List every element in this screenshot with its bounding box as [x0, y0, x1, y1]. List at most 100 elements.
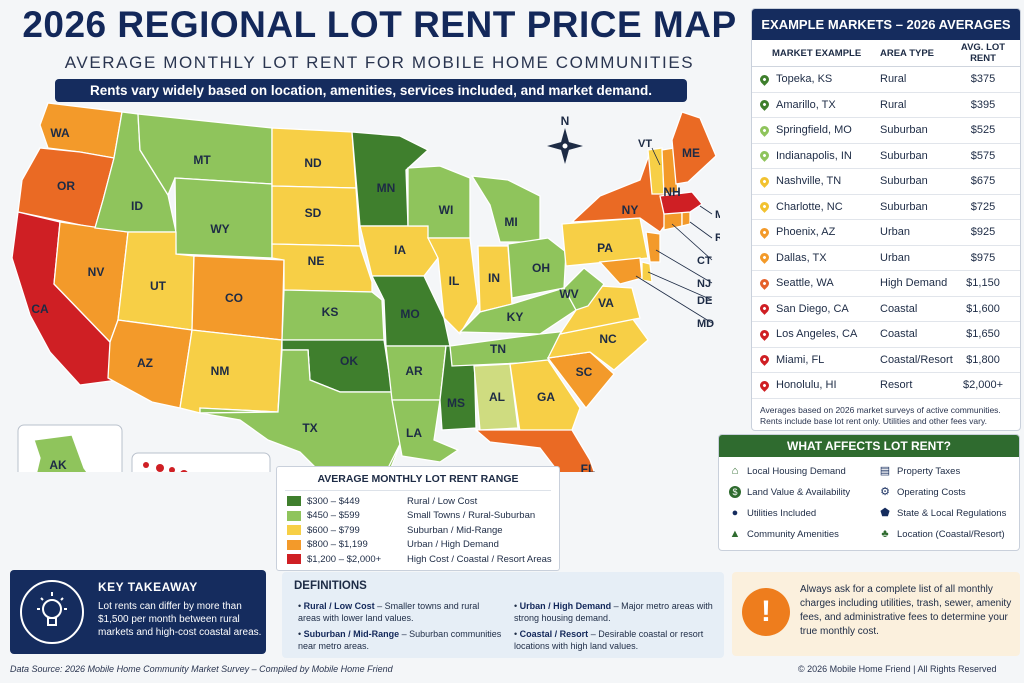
col-area: AREA TYPE	[880, 47, 935, 59]
definition-item: • Suburban / Mid-Range – Suburban commun…	[298, 629, 502, 651]
location-pin-icon	[758, 174, 771, 188]
key-takeaway-title: KEY TAKEAWAY	[98, 580, 198, 594]
affect-label: Property Taxes	[897, 465, 961, 477]
leader-lines	[635, 147, 713, 324]
state-nj[interactable]	[645, 231, 661, 263]
legend-range: $300 – $449	[307, 495, 360, 507]
market-row: Springfield, MO Suburban $525	[752, 118, 1020, 144]
label-nd: ND	[304, 156, 322, 170]
state-md[interactable]	[598, 257, 643, 285]
market-name: San Diego, CA	[776, 302, 849, 315]
state-de[interactable]	[641, 261, 653, 283]
label-ct: CT	[697, 255, 712, 267]
state-oh[interactable]	[507, 237, 567, 299]
market-row: Indianapolis, IN Suburban $575	[752, 144, 1020, 169]
label-fl: FL	[581, 462, 596, 472]
market-cell: Indianapolis, IN	[752, 149, 880, 163]
state-il[interactable]	[426, 237, 479, 336]
area-type: Coastal/Resort	[880, 353, 953, 366]
markets-note: Averages based on 2026 market surveys of…	[760, 404, 1001, 426]
definition-term: Rural / Low Cost	[303, 601, 375, 611]
market-row: Seattle, WA High Demand $1,150	[752, 271, 1020, 297]
area-type: Resort	[880, 379, 913, 392]
location-pin-icon	[758, 251, 771, 265]
affect-item: ▲ Community Amenities	[729, 528, 839, 540]
state-fl[interactable]	[474, 429, 606, 472]
label-vt: VT	[638, 138, 652, 150]
legend-item: $450 – $599 Small Towns / Rural-Suburban	[287, 509, 559, 524]
avg-rent: $395	[970, 98, 996, 111]
state-mi[interactable]	[470, 175, 541, 243]
area-type: Suburban	[880, 149, 928, 162]
affect-label: Utilities Included	[747, 507, 817, 519]
area-type: Suburban	[880, 124, 928, 137]
market-row: Honolulu, HI Resort $2,000+	[752, 373, 1020, 399]
legend-item: $300 – $449 Rural / Low Cost	[287, 494, 559, 509]
area-type: High Demand	[880, 277, 948, 290]
label-wv: WV	[559, 287, 578, 301]
label-nh: NH	[663, 185, 680, 199]
avg-rent: $975	[970, 251, 996, 264]
state-ma[interactable]	[659, 191, 703, 215]
map-legend: AVERAGE MONTHLY LOT RENT RANGE $300 – $4…	[276, 466, 560, 571]
state-ct[interactable]	[663, 211, 683, 231]
avg-rent: $1,150	[966, 277, 1000, 290]
state-nm[interactable]	[179, 329, 283, 414]
label-wa: WA	[50, 126, 70, 140]
tip-box: ! Always ask for a complete list of all …	[732, 572, 1020, 656]
label-nm: NM	[211, 364, 230, 378]
state-ks[interactable]	[281, 289, 385, 341]
markets-heading: EXAMPLE MARKETS – 2026 AVERAGES	[752, 9, 1020, 40]
market-row: Phoenix, AZ Urban $925	[752, 220, 1020, 246]
market-name: Miami, FL	[776, 353, 825, 366]
legend-desc: Suburban / Mid-Range	[407, 524, 503, 536]
state-me[interactable]	[671, 111, 717, 185]
market-name: Seattle, WA	[776, 277, 834, 290]
market-name: Nashville, TN	[776, 175, 842, 188]
key-takeaway-box: KEY TAKEAWAY Lot rents can differ by mor…	[10, 570, 266, 654]
label-la: LA	[406, 426, 422, 440]
avg-rent: $1,650	[966, 328, 1000, 341]
avg-rent: $1,600	[966, 302, 1000, 315]
state-ri[interactable]	[681, 211, 691, 227]
state-al[interactable]	[473, 363, 519, 431]
area-type: Urban	[880, 226, 910, 239]
market-cell: Phoenix, AZ	[752, 225, 880, 239]
affect-label: Local Housing Demand	[747, 465, 846, 477]
state-hi[interactable]	[143, 462, 220, 472]
markets-rows: Topeka, KS Rural $375 Amarillo, TX Rural $395…	[752, 67, 1020, 399]
market-name: Honolulu, HI	[776, 379, 837, 392]
location-pin-icon	[758, 200, 771, 214]
avg-rent: $675	[970, 175, 996, 188]
legend-swatch	[287, 525, 301, 536]
lightbulb-icon	[20, 580, 84, 644]
state-ne[interactable]	[271, 243, 373, 293]
droplet-icon: ●	[731, 507, 739, 519]
market-cell: Topeka, KS	[752, 72, 880, 86]
affect-item: ♣ Location (Coastal/Resort)	[879, 528, 1004, 540]
definition-term: Suburban / Mid-Range	[303, 629, 400, 639]
label-ny: NY	[622, 203, 639, 217]
state-ga[interactable]	[509, 359, 581, 433]
avg-rent: $375	[970, 73, 996, 86]
market-cell: Miami, FL	[752, 353, 880, 367]
label-mo: MO	[400, 307, 419, 321]
definition-item: • Urban / High Demand – Major metro area…	[514, 601, 713, 623]
label-tn: TN	[490, 342, 506, 356]
market-name: Amarillo, TX	[776, 98, 836, 111]
label-il: IL	[449, 274, 460, 288]
market-cell: Honolulu, HI	[752, 378, 880, 392]
avg-rent: $525	[970, 124, 996, 137]
market-row: Charlotte, NC Suburban $725	[752, 195, 1020, 220]
affect-label: Community Amenities	[747, 528, 839, 540]
market-name: Dallas, TX	[776, 251, 827, 264]
location-pin-icon	[758, 327, 771, 341]
state-wv[interactable]	[563, 267, 605, 311]
legend-range: $800 – $1,199	[307, 539, 368, 551]
state-ak[interactable]	[33, 434, 112, 472]
label-ky: KY	[507, 310, 524, 324]
area-type: Coastal	[880, 328, 918, 341]
definitions-title: DEFINITIONS	[294, 580, 367, 592]
state-wy[interactable]	[174, 177, 273, 259]
house-icon: ⌂	[731, 465, 739, 477]
